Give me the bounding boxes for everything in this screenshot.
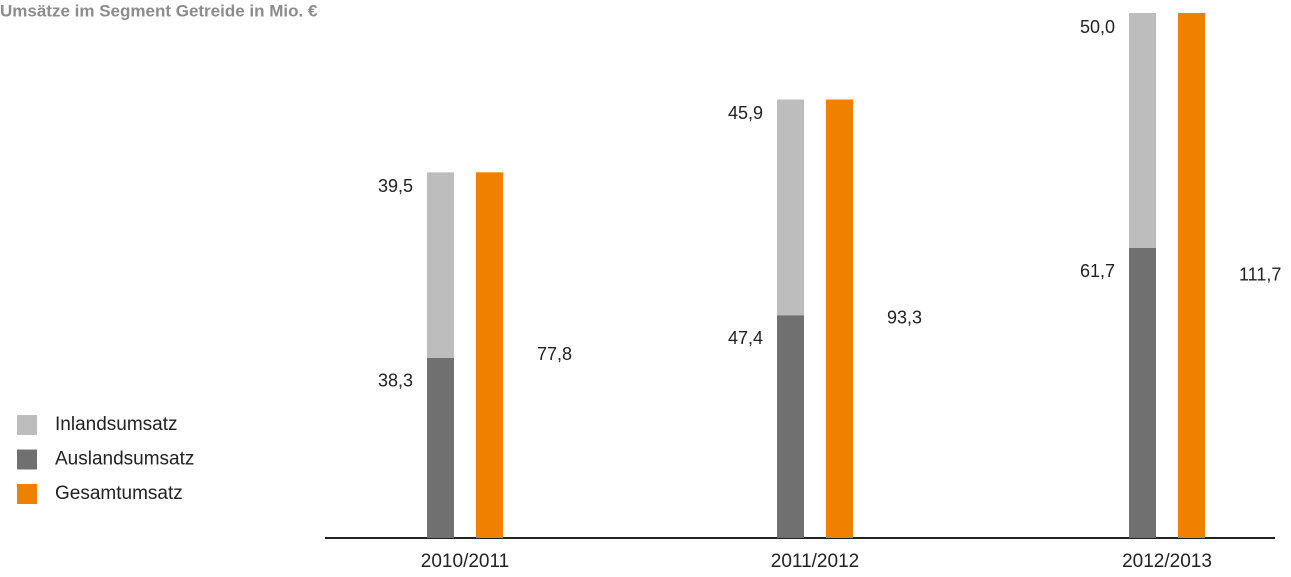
legend-label: Inlandsumsatz — [55, 414, 178, 435]
legend-swatch — [17, 484, 37, 504]
value-label: 38,3 — [378, 371, 413, 391]
chart-title: Umsätze im Segment Getreide in Mio. € — [0, 1, 318, 20]
bar — [427, 172, 454, 358]
legend-swatch — [17, 415, 37, 435]
bar — [1129, 13, 1156, 249]
bar — [826, 99, 853, 539]
value-label: 47,4 — [728, 328, 763, 348]
value-label: 111,7 — [1239, 264, 1281, 284]
legend-swatch — [17, 449, 37, 470]
value-label: 93,3 — [887, 307, 922, 327]
legend-label: Auslandsumsatz — [55, 449, 194, 470]
bar — [427, 357, 454, 538]
bar — [476, 172, 503, 538]
x-tick-label: 2011/2012 — [771, 551, 859, 572]
bar — [777, 99, 804, 316]
x-tick-label: 2010/2011 — [421, 551, 509, 572]
value-label: 77,8 — [537, 344, 572, 364]
bar — [777, 315, 804, 538]
legend-label: Gesamtumsatz — [55, 483, 183, 504]
x-tick-label: 2012/2013 — [1122, 551, 1212, 572]
bar — [1178, 13, 1205, 538]
value-label: 61,7 — [1080, 261, 1115, 281]
value-label: 50,0 — [1080, 17, 1115, 37]
value-label: 39,5 — [378, 176, 413, 196]
value-label: 45,9 — [728, 103, 763, 123]
bar — [1129, 248, 1156, 539]
